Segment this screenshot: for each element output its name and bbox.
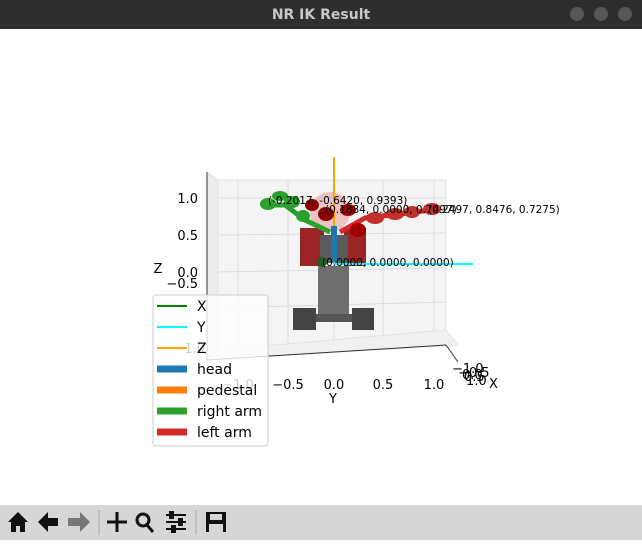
y-axis-label: Y xyxy=(328,392,337,407)
y-tick-label: 0.5 xyxy=(373,378,394,393)
z-axis-label: Z xyxy=(154,262,163,277)
annotation: (0.0000, 0.0000, 0.0000) xyxy=(322,257,454,269)
x-axis-label: X xyxy=(489,377,498,392)
z-tick-label: 0.0 xyxy=(177,266,198,281)
annotation: (0.1884, 0.0000, 0.7497) xyxy=(325,204,457,216)
legend-label: Z xyxy=(197,341,207,357)
legend-label: pedestal xyxy=(197,383,257,399)
zoom-button[interactable] xyxy=(135,512,155,533)
legend-label: head xyxy=(197,362,232,378)
save-button[interactable] xyxy=(206,512,226,532)
maximize-button[interactable] xyxy=(594,7,608,21)
robot xyxy=(260,157,473,330)
x-tick-label: 0.0 xyxy=(462,368,483,383)
minimize-button[interactable] xyxy=(570,7,584,21)
toolbar xyxy=(0,505,642,540)
z-tick-label: 0.5 xyxy=(177,229,198,244)
forward-button[interactable] xyxy=(68,512,90,532)
y-tick-label: −0.5 xyxy=(272,378,304,393)
legend-label: right arm xyxy=(197,404,262,420)
close-button[interactable] xyxy=(618,7,632,21)
title-bar xyxy=(0,0,642,29)
annotation: (0.2497, 0.8476, 0.7275) xyxy=(428,204,560,216)
y-tick-label: 1.0 xyxy=(424,378,445,393)
annotation: (-0.2017, -0.6420, 0.9393) xyxy=(268,195,407,207)
y-tick-label: 0.0 xyxy=(324,378,345,393)
back-button[interactable] xyxy=(38,512,58,532)
home-button[interactable] xyxy=(8,512,28,532)
configure-button[interactable] xyxy=(166,511,186,533)
x-tick-label: 1.0 xyxy=(466,374,487,389)
pan-button[interactable] xyxy=(107,512,127,532)
legend-label: left arm xyxy=(197,425,252,441)
x-tick-label: −1.0 xyxy=(452,362,484,377)
legend-label: Y xyxy=(196,320,206,336)
z-tick-label: −0.5 xyxy=(166,277,198,292)
z-tick-label: 1.0 xyxy=(177,192,198,207)
x-tick-label: −0.5 xyxy=(458,366,490,381)
window-title: NR IK Result xyxy=(272,7,371,23)
x-tick-label: 0.5 xyxy=(464,370,485,385)
legend-label: X xyxy=(197,299,207,315)
